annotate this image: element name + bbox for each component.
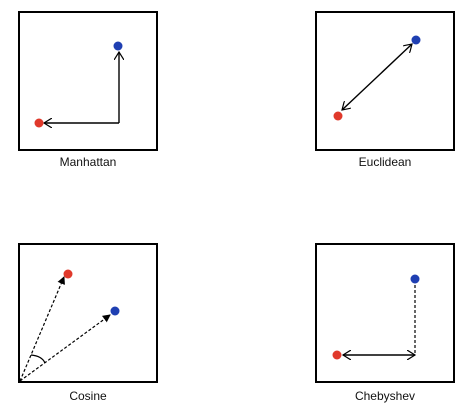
vector-to-red bbox=[19, 276, 65, 382]
manhattan-diagram bbox=[34, 41, 158, 151]
caption-euclidean: Euclidean bbox=[358, 155, 412, 169]
blue-point bbox=[110, 306, 120, 316]
chebyshev-diagram bbox=[332, 274, 420, 383]
red-point bbox=[333, 111, 343, 121]
blue-point bbox=[410, 274, 420, 284]
caption-cosine: Cosine bbox=[69, 389, 107, 403]
cosine-frame bbox=[18, 243, 158, 383]
panel-euclidean: Euclidean bbox=[315, 11, 455, 176]
panel-chebyshev: Chebyshev bbox=[315, 243, 455, 408]
panel-manhattan: Manhattan bbox=[18, 11, 158, 176]
vector-to-blue bbox=[19, 314, 111, 382]
red-point bbox=[63, 269, 73, 279]
blue-point bbox=[411, 35, 421, 45]
red-point bbox=[34, 118, 44, 128]
panel-cosine: Cosine bbox=[18, 243, 158, 408]
caption-chebyshev: Chebyshev bbox=[354, 389, 416, 403]
cosine-diagram bbox=[19, 269, 120, 382]
euclidean-line bbox=[342, 44, 412, 110]
red-point bbox=[332, 350, 342, 360]
angle-arc bbox=[30, 354, 46, 364]
euclidean-diagram bbox=[333, 35, 421, 121]
blue-point bbox=[113, 41, 123, 51]
caption-manhattan: Manhattan bbox=[59, 155, 117, 169]
manhattan-frame bbox=[18, 11, 158, 151]
